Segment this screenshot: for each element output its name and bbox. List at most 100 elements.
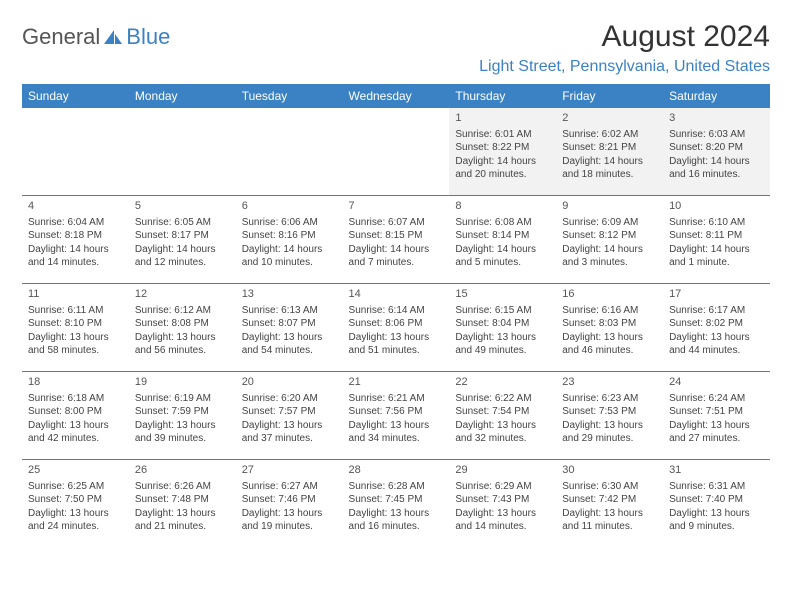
sun-info-line: Sunset: 7:51 PM [669,405,764,419]
day-number: 10 [669,199,764,214]
calendar-table: Sunday Monday Tuesday Wednesday Thursday… [22,84,770,547]
sun-info-line: Daylight: 13 hours [349,507,444,521]
sun-info-line: Sunrise: 6:23 AM [562,392,657,406]
day-number: 7 [349,199,444,214]
sun-info-line: Sunrise: 6:22 AM [455,392,550,406]
sun-info-line: Sunset: 8:16 PM [242,229,337,243]
sun-info-line: Sunrise: 6:07 AM [349,216,444,230]
calendar-day-cell: 28Sunrise: 6:28 AMSunset: 7:45 PMDayligh… [343,460,450,548]
sun-info-line: Sunrise: 6:31 AM [669,480,764,494]
sun-info-line: and 12 minutes. [135,256,230,270]
sun-info-line: Daylight: 13 hours [669,419,764,433]
day-number: 11 [28,287,123,302]
calendar-day-cell: 26Sunrise: 6:26 AMSunset: 7:48 PMDayligh… [129,460,236,548]
month-title: August 2024 [479,20,770,54]
sun-info-line: and 54 minutes. [242,344,337,358]
calendar-day-cell: 27Sunrise: 6:27 AMSunset: 7:46 PMDayligh… [236,460,343,548]
sun-info-line: and 7 minutes. [349,256,444,270]
sun-info-line: Sunset: 8:12 PM [562,229,657,243]
sun-info-line: Daylight: 13 hours [135,419,230,433]
day-number: 20 [242,375,337,390]
day-number: 2 [562,111,657,126]
calendar-day-cell: 12Sunrise: 6:12 AMSunset: 8:08 PMDayligh… [129,284,236,372]
sun-info-line: Sunrise: 6:17 AM [669,304,764,318]
sun-info-line: Sunrise: 6:04 AM [28,216,123,230]
sun-info-line: Sunset: 7:50 PM [28,493,123,507]
sun-info-line: Sunset: 7:42 PM [562,493,657,507]
sun-info-line: and 27 minutes. [669,432,764,446]
day-number: 12 [135,287,230,302]
sun-info-line: Sunrise: 6:16 AM [562,304,657,318]
sun-info-line: and 39 minutes. [135,432,230,446]
calendar-day-cell: 18Sunrise: 6:18 AMSunset: 8:00 PMDayligh… [22,372,129,460]
calendar-day-cell: 1 Sunrise: 6:01 AMSunset: 8:22 PMDaylight… [449,108,556,196]
sun-info-line: Sunset: 7:56 PM [349,405,444,419]
weekday-header: Monday [129,84,236,108]
calendar-day-cell: 8Sunrise: 6:08 AMSunset: 8:14 PMDaylight… [449,196,556,284]
sun-info-line: Sunset: 7:43 PM [455,493,550,507]
sun-info-line: Sunrise: 6:13 AM [242,304,337,318]
sun-info-line: Sunset: 8:22 PM [455,141,550,155]
day-number: 18 [28,375,123,390]
sun-info-line: Sunset: 7:53 PM [562,405,657,419]
sun-info-line: and 20 minutes. [455,168,550,182]
day-number: 1 [455,111,550,126]
sun-info-line: and 10 minutes. [242,256,337,270]
day-number: 6 [242,199,337,214]
brand-text-a: General [22,24,100,50]
sun-info-line: Sunrise: 6:29 AM [455,480,550,494]
sun-info-line: Daylight: 14 hours [455,155,550,169]
sun-info-line: Sunset: 7:59 PM [135,405,230,419]
sun-info-line: and 29 minutes. [562,432,657,446]
sun-info-line: Sunrise: 6:28 AM [349,480,444,494]
sun-info-line: Daylight: 13 hours [28,331,123,345]
calendar-day-cell: 17Sunrise: 6:17 AMSunset: 8:02 PMDayligh… [663,284,770,372]
day-number: 28 [349,463,444,478]
calendar-day-cell: 13Sunrise: 6:13 AMSunset: 8:07 PMDayligh… [236,284,343,372]
brand-logo: General Blue [22,20,170,50]
sun-info-line: Sunset: 8:17 PM [135,229,230,243]
sun-info-line: and 24 minutes. [28,520,123,534]
calendar-day-cell: 22Sunrise: 6:22 AMSunset: 7:54 PMDayligh… [449,372,556,460]
sun-info-line: Sunset: 7:54 PM [455,405,550,419]
day-number: 9 [562,199,657,214]
day-number: 23 [562,375,657,390]
brand-text-b: Blue [126,24,170,50]
sun-info-line: Sunrise: 6:05 AM [135,216,230,230]
calendar-day-cell: 23 Sunrise: 6:23 AMSunset: 7:53 PMDayligh… [556,372,663,460]
sun-info-line: Sunset: 7:40 PM [669,493,764,507]
calendar-day-cell: 10Sunrise: 6:10 AMSunset: 8:11 PMDayligh… [663,196,770,284]
sun-info-line: Sunrise: 6:27 AM [242,480,337,494]
calendar-day-cell: 4Sunrise: 6:04 AMSunset: 8:18 PMDaylight… [22,196,129,284]
day-number: 29 [455,463,550,478]
location-subtitle: Light Street, Pennsylvania, United State… [479,58,770,76]
sun-info-line: Sunrise: 6:02 AM [562,128,657,142]
day-number: 27 [242,463,337,478]
sun-info-line: Sunrise: 6:18 AM [28,392,123,406]
sun-info-line: Daylight: 13 hours [562,419,657,433]
day-number: 8 [455,199,550,214]
sun-info-line: Sunrise: 6:25 AM [28,480,123,494]
sun-info-line: Sunrise: 6:01 AM [455,128,550,142]
sun-info-line: Daylight: 13 hours [28,419,123,433]
day-number: 22 [455,375,550,390]
sun-info-line: Sunset: 8:02 PM [669,317,764,331]
sun-info-line: Daylight: 13 hours [242,507,337,521]
calendar-day-cell [129,108,236,196]
sun-info-line: Sunrise: 6:15 AM [455,304,550,318]
calendar-week-row: 11Sunrise: 6:11 AMSunset: 8:10 PMDayligh… [22,284,770,372]
sun-info-line: Sunrise: 6:21 AM [349,392,444,406]
day-number: 19 [135,375,230,390]
day-number: 14 [349,287,444,302]
sun-info-line: Daylight: 14 hours [135,243,230,257]
calendar-page: General Blue August 2024 Light Street, P… [0,0,792,567]
sail-icon [102,28,124,46]
sun-info-line: Sunset: 8:15 PM [349,229,444,243]
calendar-day-cell: 30Sunrise: 6:30 AMSunset: 7:42 PMDayligh… [556,460,663,548]
calendar-day-cell: 25Sunrise: 6:25 AMSunset: 7:50 PMDayligh… [22,460,129,548]
sun-info-line: and 44 minutes. [669,344,764,358]
sun-info-line: and 32 minutes. [455,432,550,446]
day-number: 21 [349,375,444,390]
sun-info-line: and 58 minutes. [28,344,123,358]
day-number: 5 [135,199,230,214]
